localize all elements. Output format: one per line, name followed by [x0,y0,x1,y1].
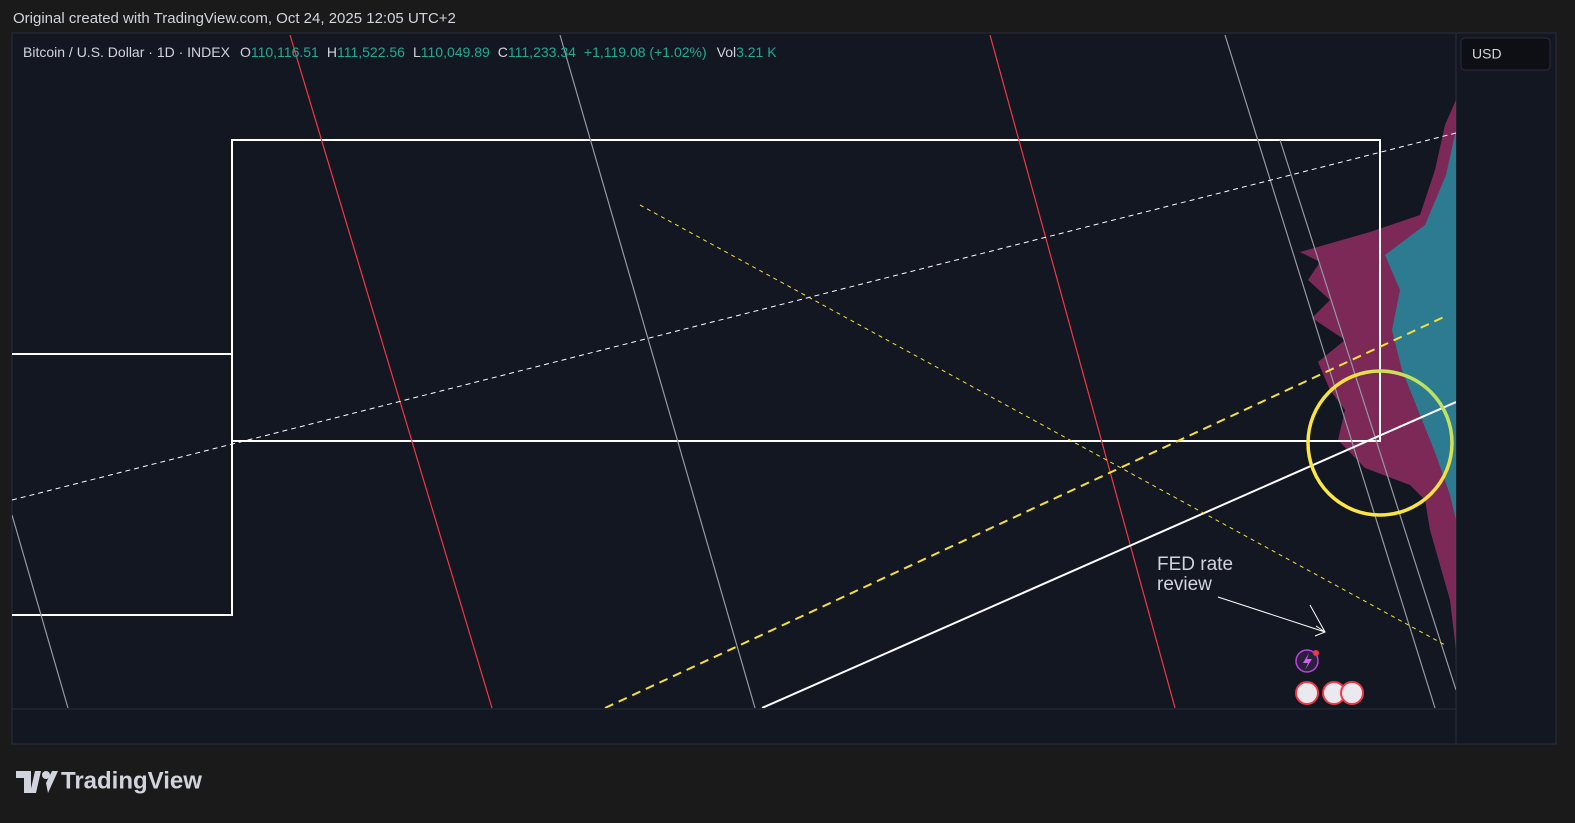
legend-key: C [498,44,508,60]
logo-mark [42,771,50,779]
logo-text: TradingView [61,767,202,794]
volume-profile [1300,100,1456,650]
legend-value: 110,116.51 [251,44,319,60]
annotation-arrow [1309,604,1326,633]
legend-volume: 3.21 K [736,44,777,60]
legend-key: L [413,44,421,60]
annotation: FED rate [1157,554,1233,575]
range-box [231,139,1381,442]
profile-inner [1385,130,1456,520]
event-flag[interactable] [1295,681,1319,705]
logo-mark [46,771,58,793]
highlight-circle [1306,369,1454,517]
legend-key: O [240,44,251,60]
logo-mark [16,771,41,793]
gray-trendline [559,35,756,708]
annotation-arrow [1217,596,1327,637]
event-icons [1295,649,1364,705]
legend-value: 111,522.56 [337,44,405,60]
red-trendline [289,35,493,708]
legend-key: Vol [717,44,736,60]
yellow-dotted-line [639,204,1446,646]
currency-button[interactable] [1460,37,1551,71]
gray-trendline [1224,35,1436,708]
currency[interactable]: USD [1472,46,1502,62]
support-line [761,401,1456,708]
event-flag[interactable] [1340,681,1364,705]
yellow-dashed-line [604,315,1447,708]
drawings [12,35,1456,708]
legend-change: +1,119.08 (+1.02%) [584,44,707,60]
watermark: Original created with TradingView.com, O… [13,10,456,27]
legend-key: H [327,44,337,60]
event-icon-bolt [1303,653,1312,670]
red-trendline [989,35,1176,708]
gray-trendline [12,514,69,708]
event-dot [1313,650,1319,656]
logo [16,771,58,793]
legend-value: 111,233.34 [508,44,576,60]
range-box-left [12,353,233,616]
annotation: review [1157,574,1212,595]
symbol: Bitcoin / U.S. Dollar · 1D · INDEX [23,44,231,60]
gray-trendline [1279,139,1456,691]
legend: Bitcoin / U.S. Dollar · 1D · INDEX O110,1… [23,44,777,60]
legend-value: 110,049.89 [421,44,490,60]
